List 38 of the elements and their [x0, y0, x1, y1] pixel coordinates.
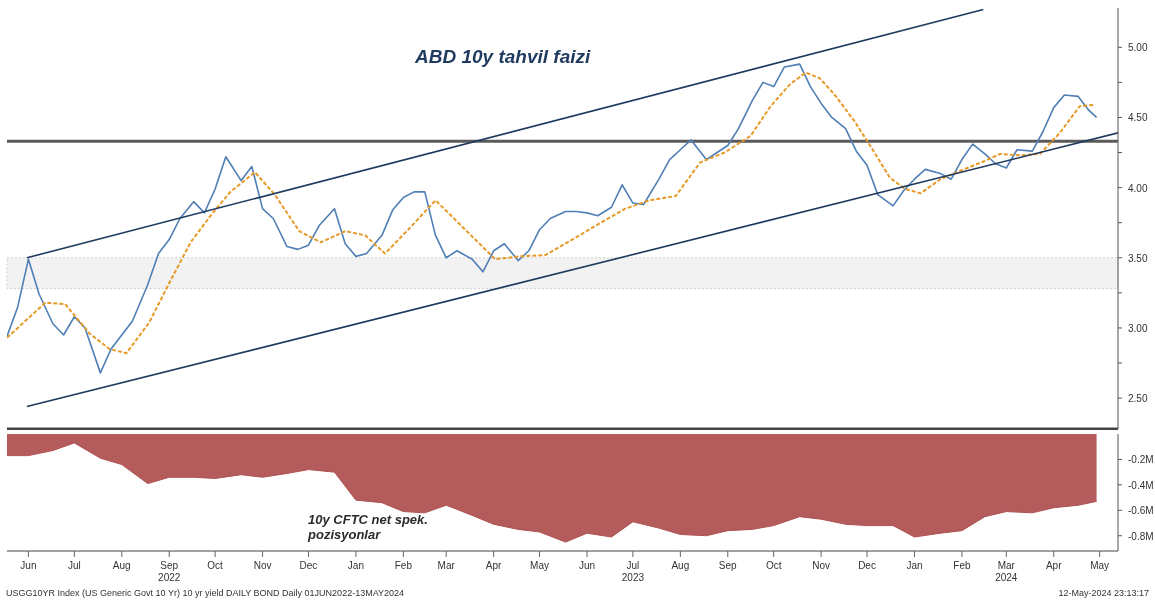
- x-tick-label: Apr: [485, 560, 503, 571]
- y-tick-label: -0.4M: [1128, 479, 1154, 491]
- x-tick-label: Dec: [299, 560, 318, 571]
- y-tick-label: -0.6M: [1128, 505, 1154, 517]
- x-tick-label: Apr: [1045, 560, 1063, 571]
- y-tick-label: 4.50: [1128, 112, 1148, 124]
- x-tick-label: Jun: [578, 560, 596, 571]
- x-tick-label: Mar 2024: [995, 560, 1018, 583]
- x-tick-label: Feb: [394, 560, 413, 571]
- x-tick-label: Jul: [67, 560, 81, 571]
- x-tick-label: May: [1090, 560, 1110, 571]
- x-tick-label: Jan: [906, 560, 923, 571]
- x-tick-label: Feb: [953, 560, 971, 571]
- x-tick-label: Jan: [347, 560, 364, 571]
- x-tick-label: Dec: [858, 560, 876, 571]
- y-tick-label: -0.8M: [1128, 530, 1154, 542]
- x-tick-label: Oct: [207, 560, 224, 571]
- text: USGG10YR Index (US Generic Govt 10 Yr) 10 yr yield DAILY BOND Daily 01JUN2022-13MAY2024: [6, 588, 405, 600]
- x-tick-label: Jun: [20, 560, 37, 571]
- x-tick-label: Sep: [718, 560, 738, 571]
- text: 10y CFTC net spek. pozisyonlar: [308, 512, 429, 542]
- y-tick-label: 5.00: [1128, 42, 1148, 54]
- x-tick-label: Mar: [437, 560, 456, 571]
- x-tick-label: Jul 2023: [621, 560, 645, 583]
- y-tick-label: 4.00: [1128, 182, 1148, 194]
- x-tick-label: May: [530, 560, 549, 571]
- x-tick-label: Nov: [253, 560, 272, 571]
- y-tick-label: 2.50: [1128, 393, 1148, 405]
- text: 12-May-2024 23:13:17: [1058, 588, 1149, 600]
- y-tick-label: 3.50: [1128, 252, 1148, 264]
- y-tick-label: 3.00: [1128, 322, 1148, 334]
- x-tick-label: Nov: [812, 560, 831, 571]
- x-tick-label: Aug: [112, 560, 131, 571]
- x-tick-label: Oct: [765, 560, 782, 571]
- x-tick-label: Sep 2022: [158, 560, 181, 583]
- y-tick-label: -0.2M: [1128, 454, 1154, 466]
- x-tick-label: Aug: [671, 560, 690, 571]
- text: ABD 10y tahvil faizi: [415, 46, 591, 68]
